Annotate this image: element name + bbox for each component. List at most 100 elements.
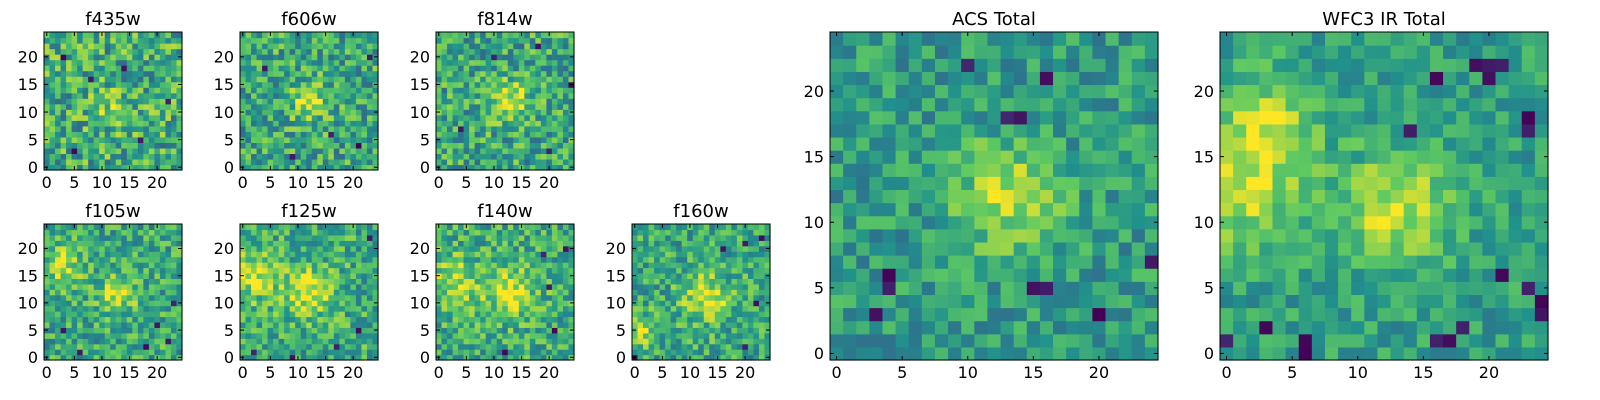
- heatmap-cell: [665, 343, 672, 350]
- heatmap-cell: [452, 109, 459, 116]
- heatmap-cell: [115, 289, 122, 296]
- heatmap-cell: [110, 76, 117, 83]
- heatmap-cell: [681, 349, 688, 356]
- heatmap-cell: [99, 65, 106, 72]
- heatmap-cell: [703, 262, 710, 269]
- heatmap-cell: [273, 267, 280, 274]
- heatmap-cell: [720, 256, 727, 263]
- heatmap-cell: [99, 92, 106, 99]
- heatmap-cell: [687, 343, 694, 350]
- heatmap-cell: [110, 272, 117, 279]
- heatmap-cell: [278, 92, 285, 99]
- heatmap-cell: [987, 281, 1002, 295]
- heatmap-cell: [137, 43, 144, 50]
- heatmap-cell: [474, 109, 481, 116]
- heatmap-cell: [557, 224, 564, 231]
- heatmap-cell: [273, 158, 280, 166]
- heatmap-cell: [93, 343, 100, 350]
- heatmap-cell: [736, 289, 743, 296]
- heatmap-cell: [496, 70, 503, 77]
- heatmap-cell: [562, 289, 570, 296]
- heatmap-cell: [568, 131, 575, 138]
- heatmap-cell: [289, 321, 296, 328]
- heatmap-cell: [311, 131, 318, 138]
- heatmap-cell: [240, 316, 247, 323]
- heatmap-cell: [262, 240, 269, 247]
- heatmap-cell: [88, 109, 95, 116]
- heatmap-cell: [82, 267, 89, 274]
- heatmap-cell: [104, 164, 111, 171]
- heatmap-cell: [648, 354, 655, 361]
- heatmap-cell: [278, 289, 285, 296]
- heatmap-cell: [159, 316, 167, 323]
- heatmap-cell: [529, 321, 536, 328]
- heatmap-cell: [339, 251, 346, 258]
- heatmap-cell: [154, 343, 161, 350]
- heatmap-cell: [568, 262, 575, 269]
- heatmap-cell: [742, 338, 749, 345]
- heatmap-cell: [546, 349, 553, 356]
- heatmap-cell: [474, 120, 481, 127]
- heatmap-cell: [366, 32, 374, 39]
- heatmap-cell: [557, 327, 564, 334]
- heatmap-cell: [132, 103, 139, 110]
- heatmap-cell: [557, 245, 564, 252]
- heatmap-cell: [507, 98, 514, 105]
- heatmap-cell: [480, 267, 487, 274]
- heatmap-cell: [551, 305, 559, 312]
- heatmap-cell: [535, 125, 542, 132]
- heatmap-cell: [687, 267, 694, 274]
- heatmap-cell: [551, 103, 559, 110]
- x-tick-label: 10: [680, 363, 700, 382]
- heatmap-cell: [452, 76, 459, 83]
- heatmap-cell: [115, 54, 122, 61]
- heatmap-cell: [643, 321, 650, 328]
- heatmap-cell: [458, 294, 465, 301]
- heatmap-cell: [502, 120, 509, 127]
- heatmap-cell: [372, 338, 379, 345]
- heatmap-cell: [99, 59, 106, 66]
- heatmap-cell: [535, 349, 542, 356]
- heatmap-cell: [507, 125, 514, 132]
- heatmap-cell: [714, 321, 721, 328]
- heatmap-cell: [507, 338, 514, 345]
- heatmap-cell: [485, 120, 492, 127]
- heatmap-cell: [289, 338, 296, 345]
- heatmap-cell: [289, 278, 296, 285]
- heatmap-cell: [654, 272, 661, 279]
- heatmap-cell: [518, 70, 525, 77]
- heatmap-cell: [736, 272, 743, 279]
- heatmap-cell: [758, 316, 766, 323]
- heatmap-cell: [366, 283, 374, 290]
- heatmap-cell: [93, 311, 100, 318]
- heatmap-cell: [132, 332, 139, 339]
- x-tick-label: 15: [511, 173, 531, 192]
- heatmap-cell: [441, 54, 448, 61]
- heatmap-cell: [687, 278, 694, 285]
- heatmap-cell: [654, 338, 661, 345]
- heatmap-cell: [643, 332, 650, 339]
- heatmap-cell: [934, 202, 949, 217]
- heatmap-cell: [441, 164, 448, 171]
- heatmap-cell: [328, 343, 335, 350]
- heatmap-cell: [317, 256, 324, 263]
- heatmap-cell: [49, 349, 56, 356]
- heatmap-cell: [278, 224, 285, 231]
- heatmap-cell: [485, 54, 492, 61]
- heatmap-cell: [480, 153, 487, 160]
- heatmap-cell: [529, 37, 536, 44]
- heatmap-cell: [66, 354, 73, 361]
- heatmap-cell: [77, 48, 84, 55]
- heatmap-cell: [60, 87, 67, 94]
- heatmap-cell: [524, 305, 531, 312]
- heatmap-cell: [366, 153, 374, 160]
- heatmap-cell: [830, 228, 844, 243]
- heatmap-cell: [485, 229, 492, 236]
- heatmap-cell: [361, 164, 368, 171]
- heatmap-cell: [447, 136, 454, 143]
- heatmap-cell: [77, 87, 84, 94]
- heatmap-cell: [137, 240, 144, 247]
- heatmap-cell: [551, 354, 559, 361]
- heatmap-cell: [165, 256, 172, 263]
- heatmap-cell: [333, 147, 340, 155]
